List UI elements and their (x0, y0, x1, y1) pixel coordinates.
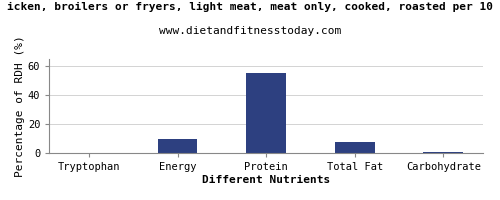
Y-axis label: Percentage of RDH (%): Percentage of RDH (%) (15, 35, 25, 177)
X-axis label: Different Nutrients: Different Nutrients (202, 175, 330, 185)
Bar (158, 139, 198, 153)
Text: icken, broilers or fryers, light meat, meat only, cooked, roasted per 10: icken, broilers or fryers, light meat, m… (7, 2, 493, 12)
Bar (335, 142, 374, 153)
Bar (246, 73, 286, 153)
Text: www.dietandfitnesstoday.com: www.dietandfitnesstoday.com (159, 26, 341, 36)
Bar (424, 152, 463, 153)
